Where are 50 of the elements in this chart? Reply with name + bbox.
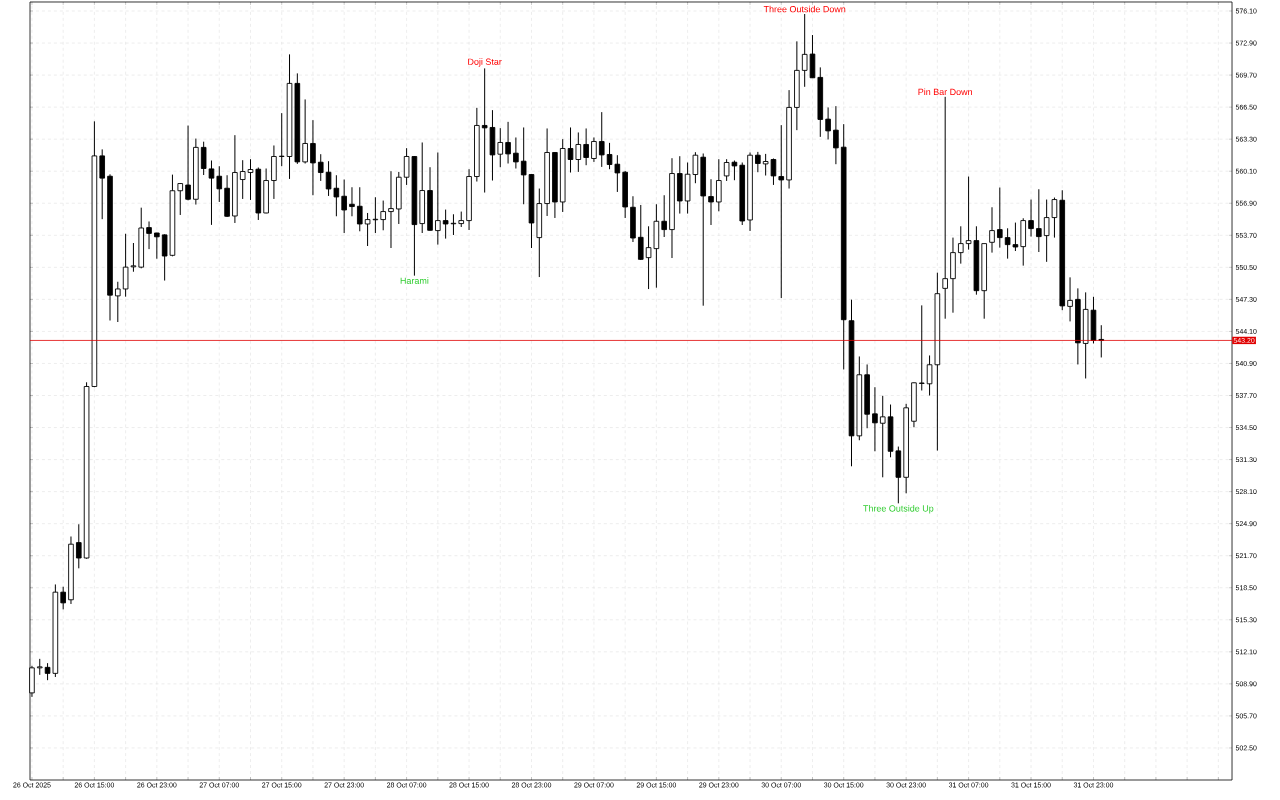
candlestick — [99, 148, 105, 220]
candlestick — [216, 165, 223, 203]
candlestick — [1028, 199, 1034, 238]
candlestick — [154, 232, 160, 260]
annotation: Doji Star — [468, 58, 502, 67]
candlestick — [60, 586, 66, 610]
candlestick — [1067, 276, 1073, 322]
candlestick — [505, 121, 511, 164]
candlestick — [341, 179, 347, 234]
candlestick — [380, 200, 386, 231]
candlestick — [598, 111, 605, 168]
candlestick — [716, 158, 722, 212]
candlestick — [247, 158, 254, 201]
candlestick — [661, 194, 667, 238]
candlestick — [435, 151, 441, 246]
candlestick — [957, 225, 964, 265]
candlestick — [591, 136, 597, 163]
candlestick — [755, 151, 761, 173]
annotation: Three Outside Down — [763, 5, 846, 13]
candlestick — [497, 127, 504, 168]
candlestick — [825, 106, 831, 140]
candlestick — [997, 187, 1003, 249]
candlestick — [872, 386, 878, 452]
candlestick — [177, 182, 184, 216]
candlestick — [356, 186, 363, 232]
candlestick — [75, 523, 82, 569]
candlestick — [302, 98, 308, 164]
candlestick — [583, 127, 589, 166]
candlestick — [708, 178, 714, 226]
candlestick — [778, 124, 785, 299]
annotation: Three Outside Up — [863, 505, 934, 514]
annotation: Pin Bar Down — [918, 88, 972, 96]
candlestick — [879, 395, 886, 478]
candlestick — [637, 204, 644, 261]
candlestick — [146, 220, 152, 250]
annotation: Harami — [400, 277, 429, 284]
candlestick — [1036, 188, 1042, 253]
candlestick — [239, 159, 246, 200]
candlestick — [317, 153, 324, 182]
candlestick — [349, 186, 355, 217]
candlestick — [115, 281, 121, 323]
candlestick — [942, 96, 948, 320]
candlestick — [388, 170, 394, 249]
candlestick — [278, 112, 285, 167]
candlestick — [513, 136, 519, 170]
candlestick — [185, 125, 191, 201]
candlestick — [989, 206, 995, 254]
candlestick — [833, 105, 839, 165]
candlestick — [918, 304, 925, 391]
candlestick — [310, 119, 316, 196]
